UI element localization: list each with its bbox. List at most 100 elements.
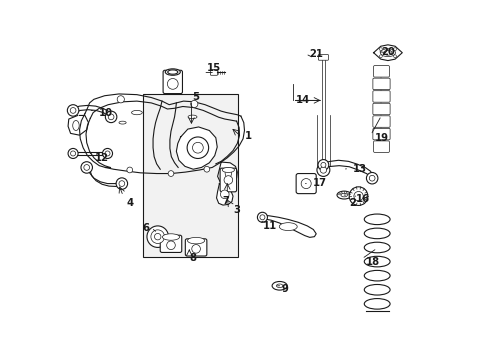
Circle shape <box>119 181 124 186</box>
FancyBboxPatch shape <box>372 103 389 115</box>
Circle shape <box>105 151 110 156</box>
Text: 8: 8 <box>189 253 196 263</box>
Circle shape <box>191 244 200 253</box>
Circle shape <box>70 151 76 156</box>
Ellipse shape <box>383 50 391 55</box>
Circle shape <box>320 167 326 173</box>
FancyBboxPatch shape <box>372 129 389 140</box>
Circle shape <box>117 96 124 103</box>
Ellipse shape <box>165 69 180 75</box>
Text: 3: 3 <box>233 205 240 215</box>
Text: 2: 2 <box>348 198 355 208</box>
FancyBboxPatch shape <box>163 70 182 94</box>
Ellipse shape <box>162 234 179 240</box>
Polygon shape <box>216 184 233 205</box>
Circle shape <box>348 187 367 206</box>
Circle shape <box>368 175 374 181</box>
FancyBboxPatch shape <box>373 141 388 152</box>
Circle shape <box>81 162 92 173</box>
Text: 11: 11 <box>262 221 276 231</box>
Text: 4: 4 <box>126 198 134 208</box>
Circle shape <box>301 179 310 189</box>
Polygon shape <box>68 116 88 135</box>
Circle shape <box>105 111 117 123</box>
FancyBboxPatch shape <box>210 69 217 75</box>
Circle shape <box>366 172 377 184</box>
Circle shape <box>257 212 267 222</box>
Text: 17: 17 <box>312 178 326 188</box>
Ellipse shape <box>187 237 204 244</box>
Text: 19: 19 <box>373 133 387 143</box>
Ellipse shape <box>340 193 346 197</box>
FancyBboxPatch shape <box>372 78 389 90</box>
Ellipse shape <box>380 49 395 57</box>
Text: 21: 21 <box>308 49 323 59</box>
Circle shape <box>166 241 175 249</box>
Polygon shape <box>176 127 217 169</box>
Text: 1: 1 <box>244 131 251 141</box>
Circle shape <box>116 178 127 189</box>
FancyBboxPatch shape <box>372 91 389 102</box>
Ellipse shape <box>119 121 126 124</box>
Circle shape <box>192 142 203 153</box>
Circle shape <box>168 171 174 176</box>
Circle shape <box>320 162 325 167</box>
Circle shape <box>68 148 78 158</box>
FancyBboxPatch shape <box>372 116 389 127</box>
FancyBboxPatch shape <box>373 66 388 77</box>
Ellipse shape <box>276 284 282 288</box>
FancyBboxPatch shape <box>185 239 206 256</box>
Text: 7: 7 <box>222 196 228 206</box>
Circle shape <box>108 114 114 120</box>
Circle shape <box>393 48 396 50</box>
Ellipse shape <box>271 282 286 290</box>
Circle shape <box>224 176 232 184</box>
FancyBboxPatch shape <box>220 168 236 192</box>
FancyBboxPatch shape <box>318 54 328 60</box>
Circle shape <box>126 167 132 173</box>
Ellipse shape <box>187 115 197 119</box>
Text: 18: 18 <box>365 257 379 267</box>
Text: 9: 9 <box>281 284 287 294</box>
Circle shape <box>379 48 382 50</box>
Text: 10: 10 <box>99 108 113 118</box>
Circle shape <box>187 137 208 158</box>
Circle shape <box>102 148 112 158</box>
Text: 20: 20 <box>380 46 394 57</box>
Ellipse shape <box>131 111 142 115</box>
Polygon shape <box>373 45 402 60</box>
Bar <box>143 94 238 257</box>
Circle shape <box>203 166 209 172</box>
Circle shape <box>317 159 328 170</box>
Circle shape <box>220 190 228 199</box>
Ellipse shape <box>336 191 351 199</box>
Circle shape <box>83 165 89 170</box>
Circle shape <box>167 78 178 89</box>
Ellipse shape <box>222 167 234 172</box>
Text: 15: 15 <box>206 63 221 73</box>
Circle shape <box>70 108 76 113</box>
Circle shape <box>190 100 198 108</box>
Circle shape <box>393 55 396 58</box>
Circle shape <box>67 105 79 116</box>
Text: 12: 12 <box>94 153 108 163</box>
Text: 6: 6 <box>142 223 149 233</box>
Text: 14: 14 <box>296 95 310 105</box>
Polygon shape <box>260 215 316 237</box>
Circle shape <box>154 233 161 240</box>
Text: 5: 5 <box>192 92 199 102</box>
Polygon shape <box>217 162 237 184</box>
Ellipse shape <box>167 70 178 74</box>
Circle shape <box>151 230 164 243</box>
Circle shape <box>260 215 264 220</box>
Circle shape <box>316 163 329 176</box>
Ellipse shape <box>73 121 79 131</box>
Circle shape <box>353 192 363 201</box>
Ellipse shape <box>279 223 297 230</box>
FancyBboxPatch shape <box>296 174 316 194</box>
Ellipse shape <box>224 168 231 178</box>
Circle shape <box>147 226 168 247</box>
Text: 13: 13 <box>352 163 366 174</box>
FancyBboxPatch shape <box>160 235 182 252</box>
Circle shape <box>379 55 382 58</box>
